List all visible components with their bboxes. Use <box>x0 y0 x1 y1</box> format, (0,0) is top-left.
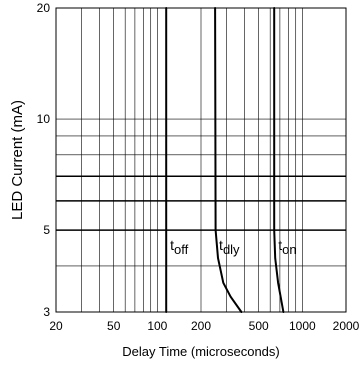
x-tick-label: 200 <box>191 319 211 333</box>
x-tick-label: 20 <box>49 319 63 333</box>
grid-lines <box>56 8 346 312</box>
y-tick-label: 20 <box>37 1 51 15</box>
x-tick-labels: 20 50 100 200 500 1000 2000 <box>49 319 359 333</box>
series-on-label: ton <box>278 237 296 257</box>
y-axis-title: LED Current (mA) <box>9 100 26 220</box>
plot-frame <box>55 7 347 313</box>
y-tick-label: 3 <box>43 305 50 319</box>
curves <box>165 7 285 313</box>
x-tick-label: 100 <box>147 319 167 333</box>
x-tick-label: 500 <box>249 319 269 333</box>
curve-labels: toff tdly ton <box>170 237 296 257</box>
series-dly-line <box>214 7 243 313</box>
series-on-line <box>273 7 285 313</box>
x-axis-title: Delay Time (microseconds) <box>122 344 280 359</box>
series-off-label: toff <box>170 237 188 257</box>
y-tick-label: 10 <box>37 112 51 126</box>
y-tick-label: 5 <box>43 223 50 237</box>
x-tick-label: 1000 <box>289 319 316 333</box>
x-tick-label: 2000 <box>333 319 360 333</box>
y-tick-labels: 3 5 10 20 <box>37 1 51 319</box>
series-dly-label: tdly <box>219 237 240 257</box>
x-tick-label: 50 <box>107 319 121 333</box>
